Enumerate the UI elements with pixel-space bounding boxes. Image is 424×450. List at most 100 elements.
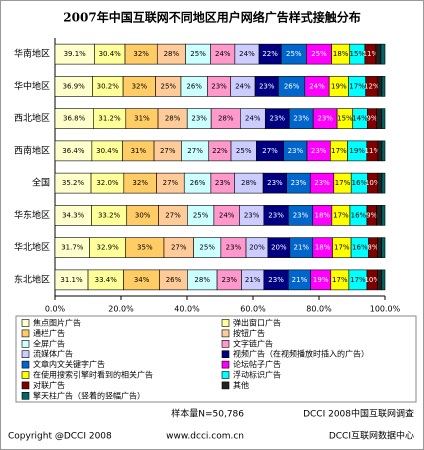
bar-segment — [380, 43, 386, 65]
x-tick-label: 80.0% — [306, 305, 332, 314]
data-label: 17% — [335, 179, 351, 187]
data-label: 30.4% — [96, 147, 119, 155]
data-label: 34.3% — [62, 211, 85, 219]
legend-swatch — [21, 381, 30, 390]
bar-segment — [381, 140, 386, 162]
data-label: 32% — [133, 50, 149, 58]
data-label: 20% — [271, 244, 287, 252]
bar-segment — [377, 140, 383, 162]
data-label: 17% — [333, 211, 349, 219]
data-label: 30.4% — [99, 50, 122, 58]
data-label: 26% — [186, 82, 202, 90]
legend-swatch — [221, 339, 230, 348]
data-label: 26% — [166, 276, 182, 284]
y-tick-label: 东北地区 — [14, 273, 50, 285]
data-label: 10% — [364, 276, 380, 284]
data-label: 11% — [363, 50, 379, 58]
data-label: 30.2% — [97, 82, 120, 90]
data-label: 23% — [311, 147, 327, 155]
data-label: 35% — [137, 244, 153, 252]
bar-segment — [381, 205, 386, 226]
data-label: 15% — [337, 115, 353, 123]
data-label: 30% — [135, 211, 151, 219]
data-label: 25% — [236, 147, 252, 155]
legend-label: 浮动标识广告 — [233, 370, 281, 380]
data-label: 28% — [165, 115, 181, 123]
y-tick-label: 全国 — [32, 177, 50, 189]
legend-label: 焦点图片广告 — [33, 318, 81, 328]
data-label: 28% — [218, 115, 234, 123]
data-label: 16% — [352, 179, 368, 187]
legend-label: 文章内文关键字广告 — [33, 359, 105, 369]
legend-swatch — [221, 371, 230, 379]
data-label: 27% — [165, 211, 181, 219]
data-label: 15% — [350, 50, 366, 58]
y-tick-label: 西南地区 — [14, 144, 50, 156]
bar-segment — [376, 205, 383, 226]
data-label: 28% — [194, 276, 210, 284]
data-label: 20% — [249, 244, 265, 252]
data-label: 31% — [131, 147, 147, 155]
data-label: 23% — [244, 211, 260, 219]
data-label: 8% — [367, 244, 378, 252]
organization: DCCI互联网数据中心 — [329, 430, 414, 442]
data-label: 24% — [245, 115, 261, 123]
legend-label: 擎天柱广告（竖着的竖幅广告） — [33, 390, 145, 400]
data-label: 19% — [349, 147, 365, 155]
x-tick-label: 0.0% — [45, 305, 66, 314]
data-label: 17% — [350, 276, 366, 284]
data-label: 28% — [241, 179, 257, 187]
data-label: 23% — [288, 147, 304, 155]
bar-segment — [377, 237, 383, 258]
data-label: 21% — [292, 276, 308, 284]
data-label: 22% — [212, 147, 228, 155]
chart-title: 2007年中国互联网不同地区用户网络广告样式接触分布 — [63, 10, 360, 25]
data-label: 23% — [226, 244, 242, 252]
y-tick-label: 华东地区 — [14, 209, 50, 221]
data-label: 21% — [245, 276, 261, 284]
legend-swatch — [21, 329, 30, 338]
data-label: 14% — [352, 115, 368, 123]
data-label: 36.8% — [63, 115, 86, 123]
data-label: 18% — [315, 244, 331, 252]
bar-segment — [377, 76, 383, 97]
data-label: 23% — [222, 276, 238, 284]
bar-segment — [381, 108, 386, 129]
legend-label: 视频广告（在视频播放时插入的广告） — [233, 349, 369, 359]
data-label: 23% — [293, 115, 309, 123]
data-label: 27% — [262, 147, 278, 155]
data-label: 32.0% — [96, 179, 119, 187]
data-label: 24% — [309, 82, 325, 90]
data-label: 27% — [187, 147, 203, 155]
data-label: 24% — [219, 211, 235, 219]
data-label: 22% — [262, 50, 278, 58]
data-label: 23% — [317, 115, 333, 123]
data-label: 23% — [267, 179, 283, 187]
data-label: 17% — [349, 82, 365, 90]
data-label: 23% — [211, 82, 227, 90]
data-label: 23% — [293, 211, 309, 219]
data-label: 23% — [268, 276, 284, 284]
data-label: 26% — [284, 82, 300, 90]
bar-segment — [377, 269, 383, 291]
legend-swatch — [21, 360, 30, 369]
y-tick-label: 西北地区 — [14, 112, 50, 124]
legend-label: 流媒体广告 — [33, 349, 73, 359]
survey-name: DCCI 2008中国互联网调查 — [303, 408, 414, 420]
copyright: Copyright @DCCI 2008 — [8, 432, 112, 442]
data-label: 33.4% — [95, 276, 118, 284]
data-label: 27% — [163, 179, 179, 187]
data-label: 19% — [331, 82, 347, 90]
x-tick-label: 40.0% — [174, 305, 200, 314]
legend-swatch — [21, 350, 30, 359]
data-label: 23% — [259, 82, 275, 90]
y-tick-label: 华中地区 — [14, 80, 50, 92]
data-label: 36.9% — [63, 82, 86, 90]
legend-label: 在使用搜索引擎时看到的相关广告 — [33, 370, 153, 380]
y-tick-label: 华北地区 — [14, 241, 50, 253]
data-label: 25% — [190, 50, 206, 58]
data-label: 19% — [313, 276, 329, 284]
data-label: 25% — [161, 82, 177, 90]
data-label: 16% — [351, 211, 367, 219]
